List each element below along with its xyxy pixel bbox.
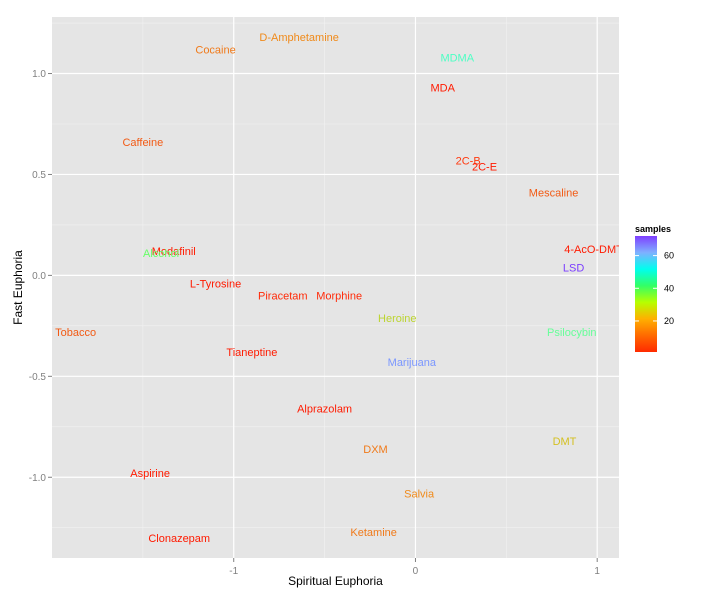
point-label: Heroine — [378, 313, 417, 325]
y-tick-label: -1.0 — [29, 473, 47, 484]
color-legend: samples 20 40 60 — [635, 224, 674, 352]
y-tick-label: 0.5 — [32, 170, 46, 181]
x-axis-title: Spiritual Euphoria — [288, 574, 383, 588]
x-tick-label: 1 — [594, 566, 600, 577]
legend-ticks: 20 40 60 — [635, 251, 674, 326]
point-label: Psilocybin — [547, 327, 597, 339]
x-tick-label: -1 — [229, 566, 238, 577]
x-tick-label: 0 — [413, 566, 419, 577]
point-label: Modafinil — [152, 246, 196, 258]
point-label: DMT — [553, 436, 577, 448]
point-label: 2C-E — [472, 161, 497, 173]
point-label: Tianeptine — [226, 347, 277, 359]
point-label: Morphine — [316, 291, 362, 303]
point-label: Piracetam — [258, 291, 308, 303]
point-label: Alcohol — [143, 248, 179, 260]
point-label: 4-AcO-DMT — [564, 244, 623, 256]
point-label: MDMA — [440, 52, 474, 64]
point-label: 2C-B — [456, 155, 481, 167]
major-gridlines — [52, 17, 619, 558]
point-label: DXM — [363, 444, 387, 456]
point-label: Marijuana — [388, 357, 437, 369]
y-axis-ticks: -1.0 -0.5 0.0 0.5 1.0 — [29, 69, 52, 484]
point-label: Salvia — [404, 488, 435, 500]
y-tick-label: 1.0 — [32, 69, 46, 80]
point-label: Ketamine — [350, 527, 396, 539]
point-label: Mescaline — [529, 188, 579, 200]
point-label: Caffeine — [122, 137, 163, 149]
y-tick-label: 0.0 — [32, 271, 46, 282]
point-label: Alprazolam — [297, 404, 352, 416]
point-label: MDA — [430, 83, 455, 95]
legend-tick-label: 20 — [664, 316, 674, 326]
point-label: Clonazepam — [148, 533, 210, 545]
y-axis-title: Fast Euphoria — [11, 250, 25, 325]
point-label: L-Tyrosine — [190, 278, 241, 290]
y-tick-label: -0.5 — [29, 372, 47, 383]
point-label: D-Amphetamine — [259, 32, 338, 44]
legend-colorbar — [635, 236, 657, 352]
point-label: Cocaine — [195, 44, 235, 56]
legend-tick-label: 40 — [664, 283, 674, 293]
data-labels: D-Amphetamine Cocaine MDMA MDA Caffeine 2C-B2… — [55, 32, 623, 545]
point-label: Tobacco — [55, 327, 96, 339]
legend-tick-label: 60 — [664, 251, 674, 261]
point-label: Aspirine — [130, 468, 170, 480]
minor-gridlines — [52, 17, 619, 558]
x-axis-ticks: -1 0 1 — [229, 558, 600, 577]
legend-title: samples — [635, 224, 671, 234]
point-label: LSD — [563, 262, 584, 274]
plot-panel — [52, 17, 619, 558]
